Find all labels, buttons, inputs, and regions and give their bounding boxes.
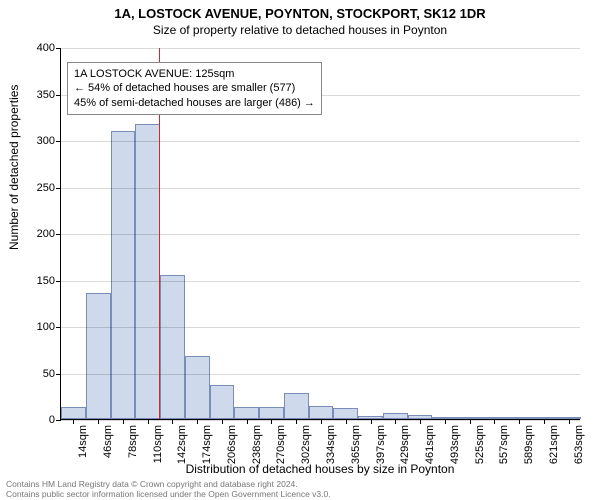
x-tick-mark bbox=[569, 419, 570, 424]
y-tick-label: 0 bbox=[49, 414, 61, 426]
histogram-bar bbox=[160, 275, 185, 419]
grid-line bbox=[61, 234, 580, 235]
y-tick-label: 100 bbox=[37, 321, 61, 333]
grid-line bbox=[61, 188, 580, 189]
histogram-bar bbox=[111, 131, 136, 419]
grid-line bbox=[61, 281, 580, 282]
y-tick-label: 400 bbox=[37, 42, 61, 54]
x-axis-label: Distribution of detached houses by size … bbox=[60, 462, 580, 476]
x-tick-label: 525sqm bbox=[474, 425, 486, 464]
x-tick-mark bbox=[470, 419, 471, 424]
x-tick-mark bbox=[271, 419, 272, 424]
footer-attribution: Contains HM Land Registry data © Crown c… bbox=[6, 480, 331, 500]
x-tick-mark bbox=[172, 419, 173, 424]
x-tick-label: 110sqm bbox=[152, 425, 164, 463]
x-tick-mark bbox=[420, 419, 421, 424]
histogram-bar bbox=[234, 407, 259, 419]
x-tick-label: 621sqm bbox=[548, 425, 560, 464]
x-tick-mark bbox=[247, 419, 248, 424]
x-tick-mark bbox=[98, 419, 99, 424]
chart-plot-area: 050100150200250300350400 14sqm46sqm78sqm… bbox=[60, 48, 580, 420]
x-tick-label: 270sqm bbox=[275, 425, 287, 464]
x-tick-label: 46sqm bbox=[102, 425, 114, 458]
x-tick-label: 461sqm bbox=[424, 425, 436, 464]
histogram-bar bbox=[333, 408, 358, 419]
chart-title: 1A, LOSTOCK AVENUE, POYNTON, STOCKPORT, … bbox=[0, 0, 600, 21]
histogram-bar bbox=[284, 393, 309, 419]
x-tick-label: 365sqm bbox=[350, 425, 362, 464]
x-tick-label: 302sqm bbox=[300, 425, 312, 464]
x-tick-label: 174sqm bbox=[201, 425, 213, 464]
x-tick-label: 397sqm bbox=[375, 425, 387, 464]
y-axis-label: Number of detached properties bbox=[7, 85, 21, 250]
x-tick-label: 557sqm bbox=[498, 425, 510, 464]
histogram-bar bbox=[135, 124, 160, 419]
x-tick-label: 589sqm bbox=[523, 425, 535, 464]
annotation-line: 1A LOSTOCK AVENUE: 125sqm bbox=[74, 67, 315, 81]
y-tick-label: 200 bbox=[37, 228, 61, 240]
x-tick-mark bbox=[445, 419, 446, 424]
x-tick-label: 78sqm bbox=[127, 425, 139, 458]
x-tick-label: 238sqm bbox=[251, 425, 263, 464]
histogram-bar bbox=[210, 385, 235, 419]
histogram-bar bbox=[259, 407, 284, 419]
histogram-bar bbox=[61, 407, 86, 419]
x-tick-mark bbox=[321, 419, 322, 424]
x-tick-mark bbox=[395, 419, 396, 424]
x-tick-mark bbox=[494, 419, 495, 424]
grid-line bbox=[61, 48, 580, 49]
chart-subtitle: Size of property relative to detached ho… bbox=[0, 21, 600, 37]
y-tick-label: 150 bbox=[37, 275, 61, 287]
grid-line bbox=[61, 327, 580, 328]
x-tick-label: 493sqm bbox=[449, 425, 461, 464]
annotation-line: 45% of semi-detached houses are larger (… bbox=[74, 96, 315, 110]
grid-line bbox=[61, 141, 580, 142]
x-tick-label: 334sqm bbox=[325, 425, 337, 464]
histogram-bar bbox=[309, 406, 334, 419]
x-tick-mark bbox=[544, 419, 545, 424]
x-tick-mark bbox=[197, 419, 198, 424]
histogram-bar bbox=[185, 356, 210, 419]
y-tick-label: 50 bbox=[43, 368, 61, 380]
x-tick-label: 429sqm bbox=[399, 425, 411, 464]
x-tick-mark bbox=[222, 419, 223, 424]
y-tick-label: 300 bbox=[37, 135, 61, 147]
x-tick-label: 142sqm bbox=[176, 425, 188, 464]
annotation-box: 1A LOSTOCK AVENUE: 125sqm← 54% of detach… bbox=[67, 62, 322, 115]
x-tick-mark bbox=[346, 419, 347, 424]
x-tick-label: 653sqm bbox=[573, 425, 585, 464]
x-tick-label: 206sqm bbox=[226, 425, 238, 464]
x-tick-mark bbox=[519, 419, 520, 424]
x-tick-mark bbox=[148, 419, 149, 424]
x-tick-mark bbox=[73, 419, 74, 424]
histogram-bar bbox=[86, 293, 111, 419]
x-tick-label: 14sqm bbox=[77, 425, 89, 458]
x-tick-mark bbox=[123, 419, 124, 424]
annotation-line: ← 54% of detached houses are smaller (57… bbox=[74, 81, 315, 95]
y-tick-label: 350 bbox=[37, 89, 61, 101]
grid-line bbox=[61, 374, 580, 375]
y-tick-label: 250 bbox=[37, 182, 61, 194]
x-tick-mark bbox=[371, 419, 372, 424]
x-tick-mark bbox=[296, 419, 297, 424]
footer-line-2: Contains public sector information licen… bbox=[6, 490, 331, 500]
